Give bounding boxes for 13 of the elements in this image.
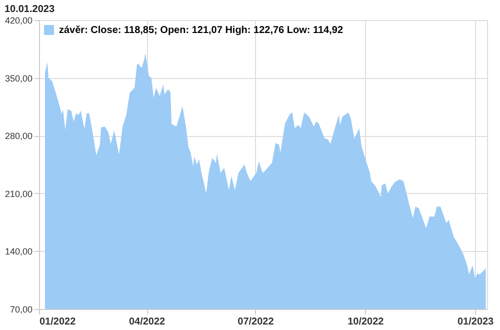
y-tick-label: 210,00 bbox=[4, 188, 32, 199]
text: 10.01.2023 bbox=[4, 4, 55, 15]
y-tick-label: 350,00 bbox=[4, 73, 32, 84]
x-tick-label: 01/2022 bbox=[40, 316, 76, 328]
y-tick-label: 420,00 bbox=[4, 16, 32, 26]
x-tick-label: 07/2022 bbox=[238, 316, 274, 328]
y-tick-label: 140,00 bbox=[4, 246, 32, 257]
legend-label: závěr: Close: 118,85; Open: 121,07 High: 122,76 Low: 114,92 bbox=[59, 25, 344, 36]
y-tick-label: 280,00 bbox=[4, 131, 32, 142]
x-tick-label: 10/2022 bbox=[348, 316, 384, 328]
y-tick-label: 70,00 bbox=[10, 304, 32, 314]
x-tick-label: 01/2023 bbox=[457, 316, 494, 328]
x-tick-label: 04/2022 bbox=[128, 316, 166, 328]
